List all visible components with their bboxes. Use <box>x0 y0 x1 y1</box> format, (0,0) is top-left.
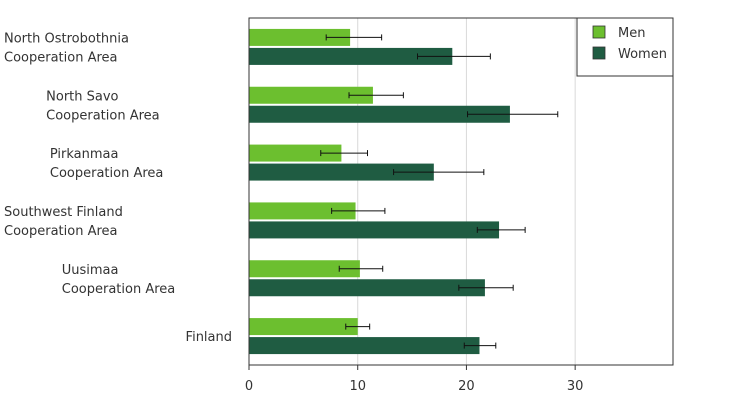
x-tick-label: 20 <box>458 379 475 394</box>
bar-women-4 <box>249 279 485 297</box>
bar-women-3 <box>249 221 500 239</box>
category-label-4: Uusimaa Cooperation Area <box>62 263 176 297</box>
category-label-line: Cooperation Area <box>4 50 118 65</box>
x-tick-label: 10 <box>349 379 366 394</box>
category-label-line: Cooperation Area <box>46 108 160 123</box>
category-label-line: North Savo <box>46 89 118 104</box>
bar-women-5 <box>249 337 480 355</box>
bar-men-1 <box>249 86 373 104</box>
category-label-5: Finland <box>186 330 232 345</box>
category-label-0: North Ostrobothnia Cooperation Area <box>4 31 129 65</box>
bar-men-4 <box>249 260 360 278</box>
category-label-line: Pirkanmaa <box>50 147 119 162</box>
category-label-line: North Ostrobothnia <box>4 31 129 46</box>
bar-men-0 <box>249 28 351 46</box>
bar-men-5 <box>249 318 358 336</box>
bar-men-3 <box>249 202 356 220</box>
bars <box>249 28 510 355</box>
legend-swatch-women <box>592 46 606 60</box>
category-label-line: Uusimaa <box>62 263 119 278</box>
x-tick-label: 30 <box>567 379 584 394</box>
category-labels: North Ostrobothnia Cooperation AreaNorth … <box>4 31 232 345</box>
category-label-line: Southwest Finland <box>4 205 123 220</box>
bar-women-0 <box>249 47 453 65</box>
grid-lines <box>357 18 576 365</box>
category-label-2: Pirkanmaa Cooperation Area <box>50 147 164 181</box>
category-label-line: Finland <box>186 330 232 345</box>
x-tick-label: 0 <box>245 379 253 394</box>
category-label-line: Cooperation Area <box>50 166 164 181</box>
legend-swatch-men <box>592 25 606 39</box>
legend: Men Women <box>576 17 674 77</box>
category-label-1: North Savo Cooperation Area <box>46 89 160 123</box>
category-label-3: Southwest Finland Cooperation Area <box>4 205 123 239</box>
bar-women-1 <box>249 105 510 123</box>
error-bars <box>320 34 559 349</box>
legend-label-men: Men <box>618 26 645 41</box>
bar-men-2 <box>249 144 342 162</box>
plot-frame <box>248 17 674 366</box>
axes: 0 10 20 30 <box>245 17 674 394</box>
bar-women-2 <box>249 163 434 181</box>
category-label-line: Cooperation Area <box>62 282 176 297</box>
category-label-line: Cooperation Area <box>4 224 118 239</box>
legend-label-women: Women <box>618 47 667 62</box>
